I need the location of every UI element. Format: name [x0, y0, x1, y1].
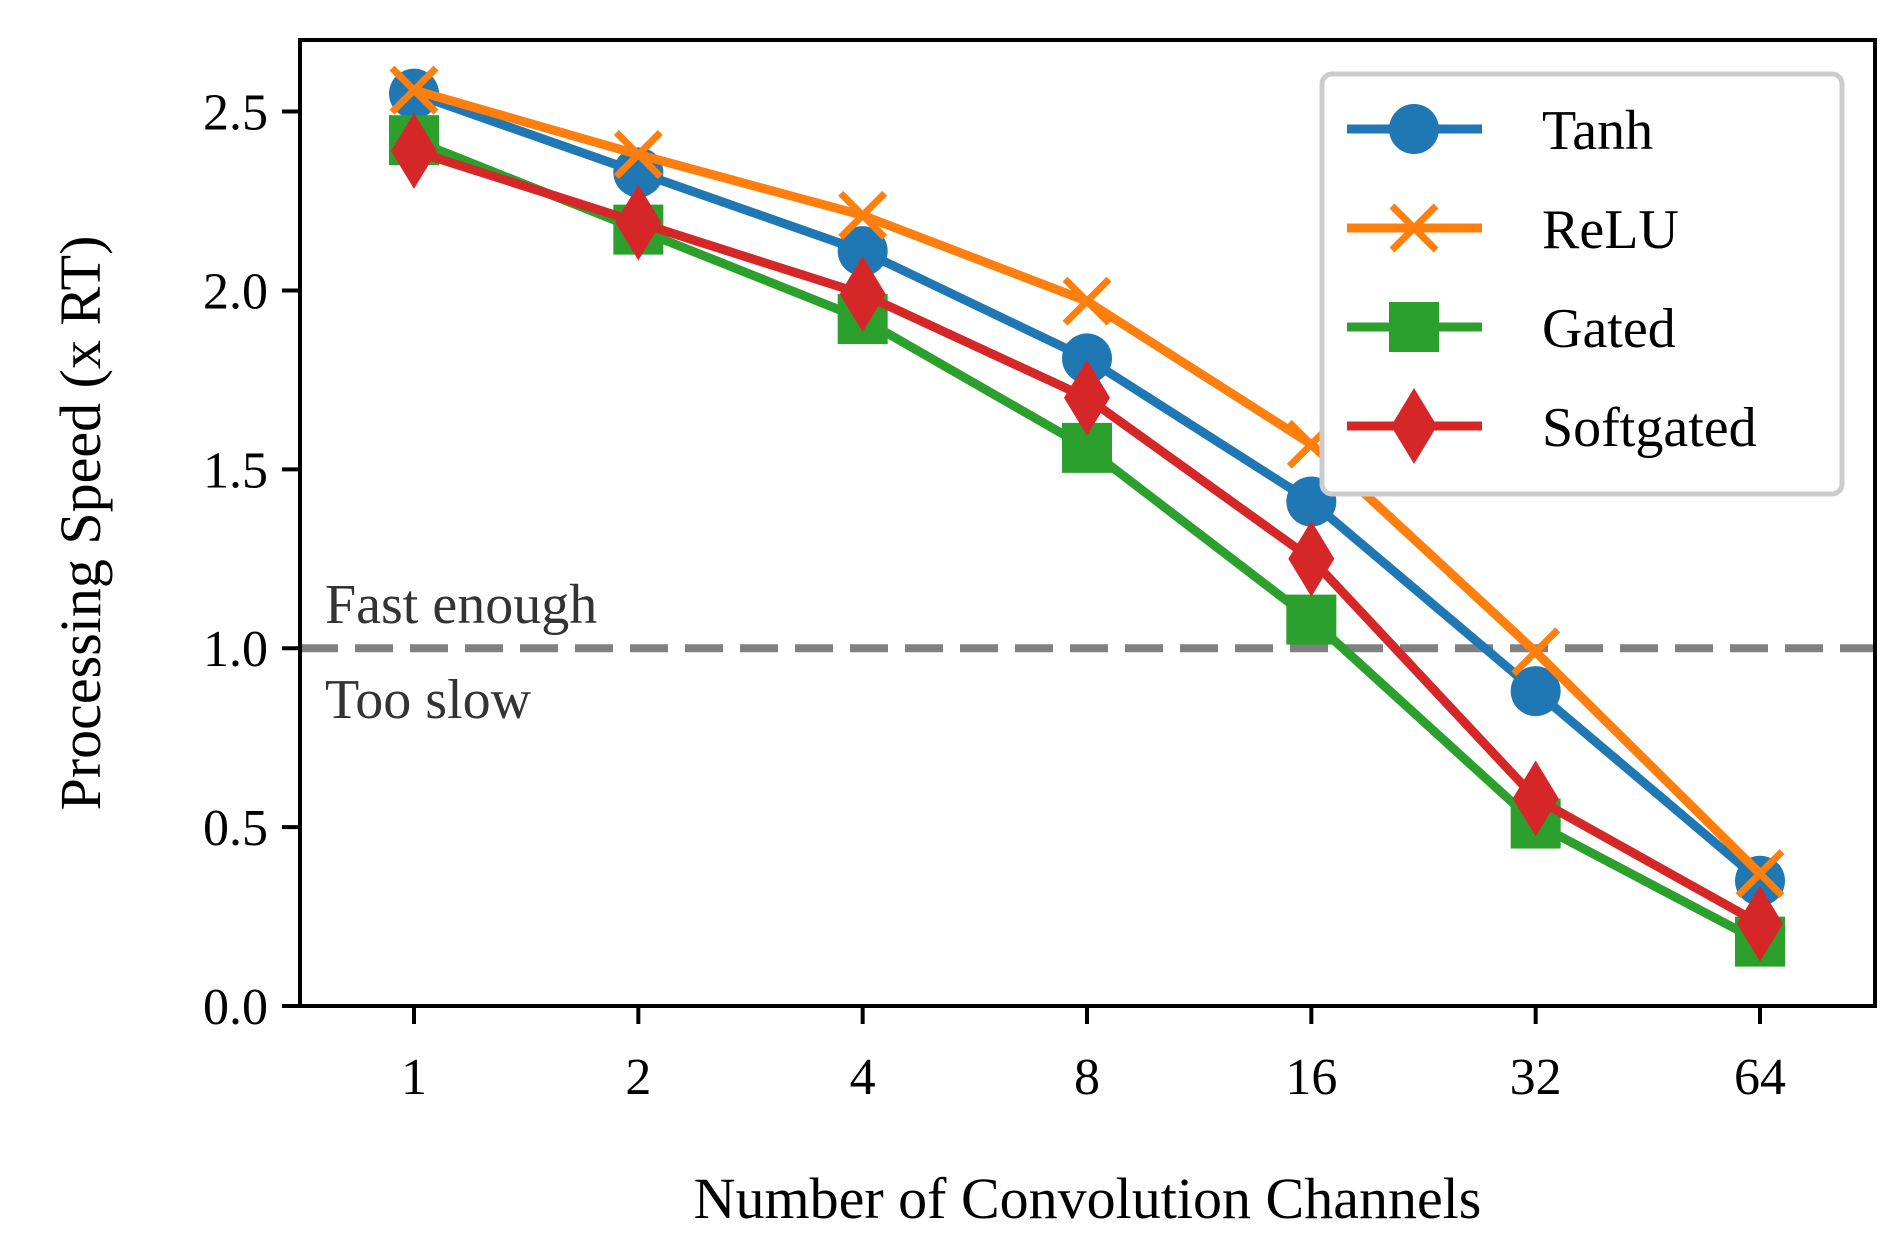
point-relu-2 [613, 130, 663, 179]
x-tick-label: 8 [1074, 1049, 1100, 1106]
x-tick-label: 2 [625, 1049, 651, 1106]
point-softgated-16 [1288, 520, 1335, 597]
legend-marker-relu [1389, 203, 1439, 253]
legend-item-softgated: Softgated [1347, 388, 1757, 464]
point-relu-4 [838, 190, 888, 240]
point-relu-8 [1062, 276, 1112, 326]
point-relu-1 [389, 65, 439, 115]
legend-label-gated: Gated [1542, 298, 1676, 360]
point-softgated-8 [1064, 359, 1110, 436]
legend-marker-tanh [1389, 104, 1439, 154]
y-tick-label: 2.0 [203, 263, 268, 320]
series-relu [389, 65, 1785, 899]
annotation-fast-enough: Fast enough [325, 574, 597, 636]
legend-box [1319, 71, 1845, 497]
legend-item-tanh: Tanh [1347, 100, 1653, 162]
point-softgated-32 [1512, 760, 1559, 837]
annotation-too-slow: Too slow [325, 669, 532, 731]
y-axis-title: Processing Speed (x RT) [48, 236, 113, 811]
legend-label-tanh: Tanh [1542, 100, 1653, 162]
point-tanh-8 [1062, 333, 1112, 384]
point-relu-32 [1511, 627, 1561, 677]
x-tick-label: 1 [401, 1049, 427, 1106]
y-tick-label: 0.5 [203, 800, 268, 857]
point-tanh-4 [837, 226, 888, 277]
point-tanh-64 [1735, 855, 1785, 906]
legend-label-softgated: Softgated [1542, 397, 1757, 459]
x-tick-label: 16 [1285, 1049, 1337, 1106]
point-tanh-32 [1510, 666, 1561, 717]
y-tick-label: 0.0 [203, 979, 268, 1036]
point-softgated-1 [391, 112, 437, 189]
y-tick-label: 1.0 [203, 621, 268, 678]
point-gated-16 [1286, 594, 1337, 645]
y-tick-label: 2.5 [203, 85, 268, 142]
legend-item-relu: ReLU [1347, 199, 1679, 261]
x-axis-title: Number of Convolution Channels [694, 1166, 1482, 1231]
legend-marker-gated [1389, 302, 1439, 352]
legend-marker-softgated [1391, 388, 1437, 464]
y-tick-label: 1.5 [203, 442, 268, 499]
point-softgated-64 [1737, 885, 1783, 962]
point-relu-64 [1735, 849, 1785, 899]
point-softgated-4 [839, 256, 886, 333]
legend-label-relu: ReLU [1542, 199, 1679, 261]
series-softgated [391, 112, 1783, 962]
point-softgated-2 [615, 184, 662, 261]
x-tick-label: 32 [1510, 1049, 1562, 1106]
x-tick-label: 4 [850, 1049, 876, 1106]
legend-item-gated: Gated [1347, 298, 1676, 360]
x-tick-label: 64 [1734, 1049, 1786, 1106]
